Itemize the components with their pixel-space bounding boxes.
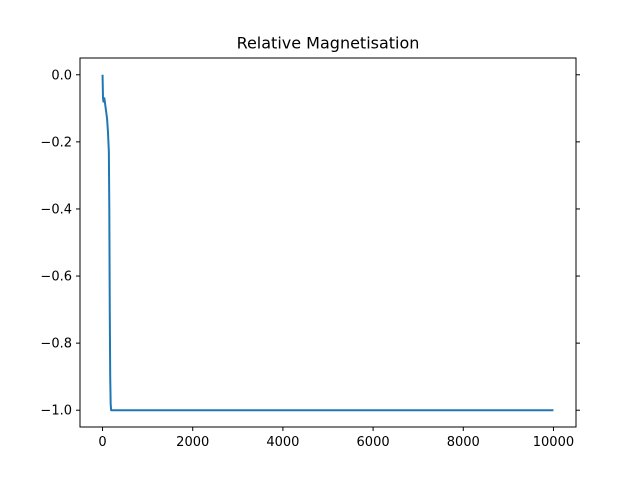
y-tick-label: −0.4 bbox=[40, 202, 72, 217]
plot-area: 0 2000 4000 6000 8000 10000 0.0 −0.2 −0.4 −0.6 −0.… bbox=[40, 68, 580, 450]
y-tick-label: −0.2 bbox=[40, 135, 72, 150]
y-tick-label: −0.8 bbox=[40, 337, 72, 352]
series-line bbox=[101, 74, 554, 412]
y-tick-label: −1.0 bbox=[40, 404, 72, 419]
y-tick-label: 0.0 bbox=[51, 68, 72, 83]
y-tick-label: −0.6 bbox=[40, 270, 72, 285]
plot-frame bbox=[79, 57, 577, 428]
x-tick-label: 2000 bbox=[176, 435, 209, 450]
x-tick-label: 10000 bbox=[533, 435, 574, 450]
x-tick-label: 0 bbox=[98, 435, 106, 450]
chart-title: Relative Magnetisation bbox=[237, 34, 420, 53]
x-tick-label: 6000 bbox=[357, 435, 390, 450]
x-tick-label: 4000 bbox=[266, 435, 299, 450]
x-tick-label: 8000 bbox=[447, 435, 480, 450]
